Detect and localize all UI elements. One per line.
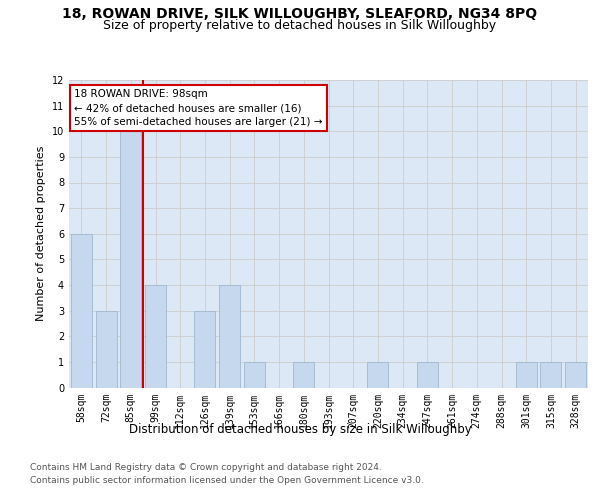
Bar — [71, 234, 92, 388]
Bar — [516, 362, 537, 388]
Bar — [244, 362, 265, 388]
Bar — [120, 131, 141, 388]
Text: Contains public sector information licensed under the Open Government Licence v3: Contains public sector information licen… — [30, 476, 424, 485]
Bar — [194, 310, 215, 388]
Text: 18 ROWAN DRIVE: 98sqm
← 42% of detached houses are smaller (16)
55% of semi-deta: 18 ROWAN DRIVE: 98sqm ← 42% of detached … — [74, 89, 323, 127]
Bar — [417, 362, 438, 388]
Bar — [145, 285, 166, 388]
Bar — [367, 362, 388, 388]
Text: Size of property relative to detached houses in Silk Willoughby: Size of property relative to detached ho… — [103, 18, 497, 32]
Bar — [541, 362, 562, 388]
Text: 18, ROWAN DRIVE, SILK WILLOUGHBY, SLEAFORD, NG34 8PQ: 18, ROWAN DRIVE, SILK WILLOUGHBY, SLEAFO… — [62, 8, 538, 22]
Text: Distribution of detached houses by size in Silk Willoughby: Distribution of detached houses by size … — [128, 422, 472, 436]
Y-axis label: Number of detached properties: Number of detached properties — [36, 146, 46, 322]
Bar — [219, 285, 240, 388]
Text: Contains HM Land Registry data © Crown copyright and database right 2024.: Contains HM Land Registry data © Crown c… — [30, 462, 382, 471]
Bar — [293, 362, 314, 388]
Bar — [565, 362, 586, 388]
Bar — [95, 310, 116, 388]
